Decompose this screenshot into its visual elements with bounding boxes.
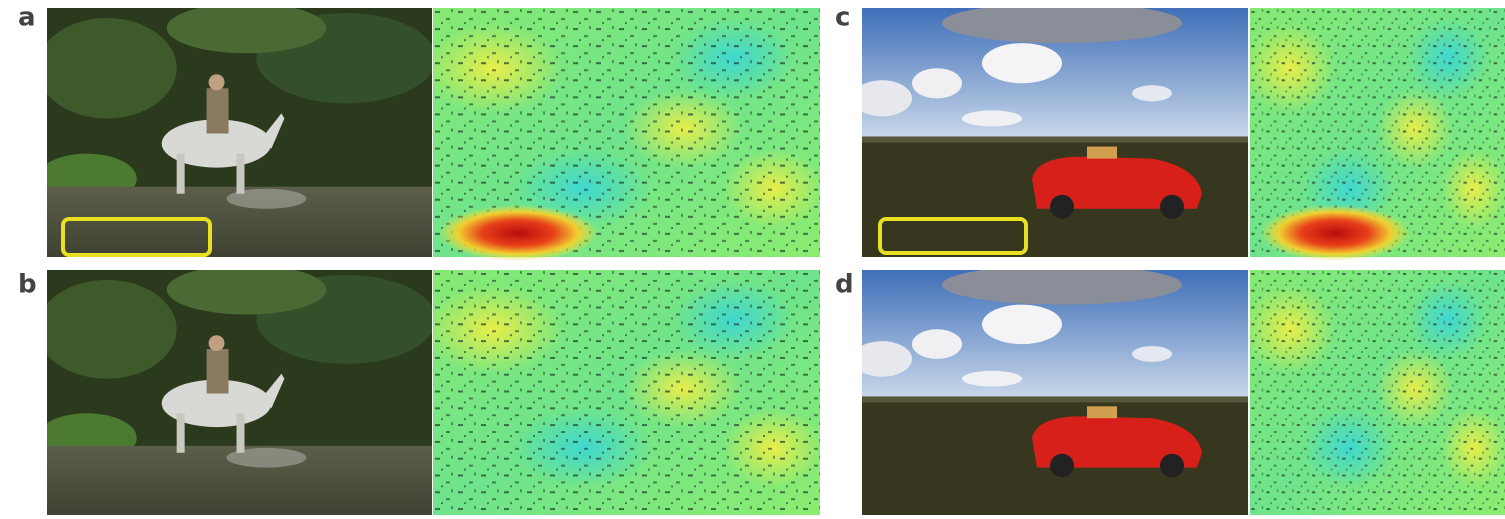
heatmap (423, 270, 823, 515)
page: a b c d (() => { const data = JSON.parse… (0, 0, 1505, 515)
hotspot (438, 205, 598, 261)
figure: a b c d (0, 0, 1505, 515)
panel-label: d (835, 270, 854, 300)
panel-label: c (835, 3, 850, 33)
panel-label: a (18, 3, 36, 33)
photo (852, 265, 1248, 515)
panel-label: b (18, 270, 37, 300)
heatmap (1243, 270, 1505, 515)
hotspot (1260, 205, 1410, 261)
photo (37, 265, 436, 515)
